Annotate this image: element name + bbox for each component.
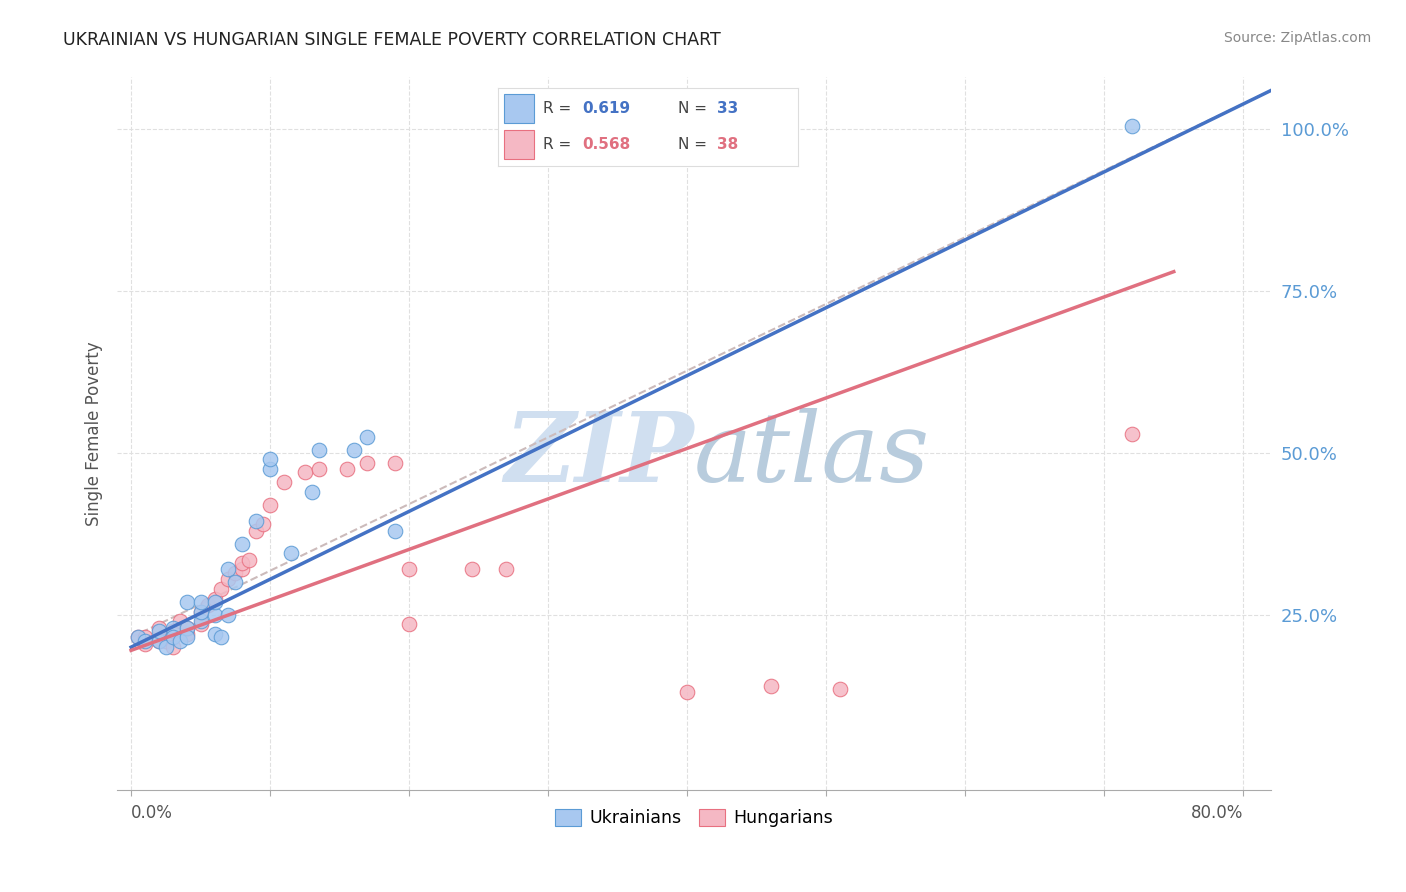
Point	[211, 631, 233, 645]
Point	[231, 562, 253, 576]
Point	[148, 624, 170, 638]
Point	[245, 524, 267, 538]
Point	[301, 484, 323, 499]
Point	[231, 536, 253, 550]
Point	[162, 624, 184, 638]
Point	[127, 631, 149, 645]
Point	[356, 456, 378, 470]
Point	[384, 456, 406, 470]
Point	[342, 442, 364, 457]
Point	[176, 621, 198, 635]
Point	[759, 679, 782, 693]
Point	[162, 621, 184, 635]
Point	[190, 617, 212, 632]
Point	[398, 617, 420, 632]
Point	[231, 556, 253, 570]
Point	[676, 685, 699, 699]
Point	[336, 462, 359, 476]
Point	[204, 595, 226, 609]
Point	[217, 562, 239, 576]
Point	[176, 595, 198, 609]
Text: UKRAINIAN VS HUNGARIAN SINGLE FEMALE POVERTY CORRELATION CHART: UKRAINIAN VS HUNGARIAN SINGLE FEMALE POV…	[63, 31, 721, 49]
Point	[190, 595, 212, 609]
Point	[197, 598, 219, 612]
Point	[169, 633, 191, 648]
Point	[204, 607, 226, 622]
Point	[134, 633, 156, 648]
Text: ZIP: ZIP	[505, 408, 695, 502]
Point	[162, 631, 184, 645]
Point	[356, 430, 378, 444]
Point	[460, 562, 482, 576]
Point	[190, 614, 212, 628]
Point	[190, 605, 212, 619]
Legend: Ukrainians, Hungarians: Ukrainians, Hungarians	[548, 802, 841, 834]
Point	[259, 452, 281, 467]
Point	[238, 553, 260, 567]
Y-axis label: Single Female Poverty: Single Female Poverty	[86, 342, 103, 525]
Point	[190, 605, 212, 619]
Text: atlas: atlas	[695, 408, 931, 502]
Point	[252, 517, 274, 532]
Point	[148, 621, 170, 635]
Point	[176, 621, 198, 635]
Point	[259, 462, 281, 476]
Point	[169, 614, 191, 628]
Point	[273, 475, 295, 489]
Point	[830, 682, 852, 697]
Point	[217, 607, 239, 622]
Point	[134, 631, 156, 645]
Point	[162, 640, 184, 654]
Point	[308, 462, 330, 476]
Point	[280, 546, 302, 560]
Text: Source: ZipAtlas.com: Source: ZipAtlas.com	[1223, 31, 1371, 45]
Point	[134, 637, 156, 651]
Point	[398, 562, 420, 576]
Point	[384, 524, 406, 538]
Point	[1121, 426, 1143, 441]
Text: 80.0%: 80.0%	[1191, 804, 1243, 822]
Point	[127, 631, 149, 645]
Point	[495, 562, 517, 576]
Point	[176, 627, 198, 641]
Point	[224, 566, 246, 580]
Point	[148, 633, 170, 648]
Point	[308, 442, 330, 457]
Point	[155, 633, 177, 648]
Point	[224, 575, 246, 590]
Point	[259, 498, 281, 512]
Point	[155, 640, 177, 654]
Point	[204, 591, 226, 606]
Point	[1121, 119, 1143, 133]
Point	[148, 633, 170, 648]
Point	[245, 514, 267, 528]
Point	[294, 466, 316, 480]
Point	[204, 627, 226, 641]
Point	[217, 572, 239, 586]
Text: 0.0%: 0.0%	[131, 804, 173, 822]
Point	[211, 582, 233, 596]
Point	[176, 631, 198, 645]
